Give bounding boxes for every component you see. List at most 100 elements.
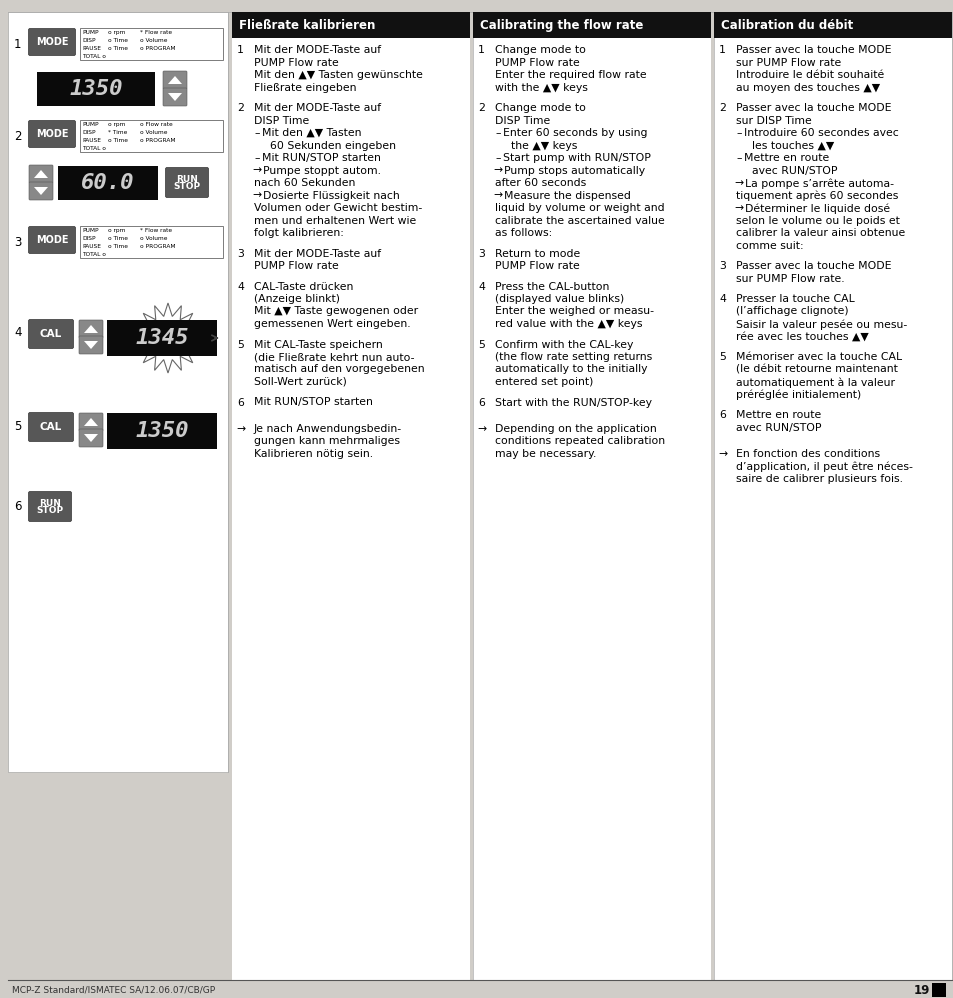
Text: Dosierte Flüssigkeit nach: Dosierte Flüssigkeit nach <box>263 191 399 201</box>
Text: PUMP Flow rate: PUMP Flow rate <box>253 58 338 68</box>
Text: Mit den ▲▼ Tasten gewünschte: Mit den ▲▼ Tasten gewünschte <box>253 70 422 80</box>
Text: RUN: RUN <box>176 175 197 184</box>
Text: o Time: o Time <box>108 244 128 249</box>
Text: Passer avec la touche MODE: Passer avec la touche MODE <box>735 45 890 55</box>
Text: sur PUMP Flow rate: sur PUMP Flow rate <box>735 58 841 68</box>
Text: Change mode to: Change mode to <box>495 103 585 113</box>
Polygon shape <box>84 434 98 442</box>
Text: (Anzeige blinkt): (Anzeige blinkt) <box>253 294 339 304</box>
Text: →: → <box>493 191 501 201</box>
Bar <box>232 12 470 38</box>
Text: automatically to the initially: automatically to the initially <box>495 364 647 374</box>
Text: the ▲▼ keys: the ▲▼ keys <box>511 141 577 151</box>
Text: Introduire le débit souhaité: Introduire le débit souhaité <box>735 70 883 80</box>
Bar <box>713 12 951 980</box>
Text: * Time: * Time <box>108 130 128 135</box>
Text: o Time: o Time <box>108 138 128 143</box>
Text: →: → <box>493 166 501 176</box>
Text: –: – <box>495 128 500 138</box>
Text: Pump stops automatically: Pump stops automatically <box>503 166 644 176</box>
Bar <box>8 12 228 772</box>
Text: (displayed value blinks): (displayed value blinks) <box>495 294 623 304</box>
Text: PUMP Flow rate: PUMP Flow rate <box>495 261 579 271</box>
Text: after 60 seconds: after 60 seconds <box>495 178 586 188</box>
Text: Start with the RUN/STOP-key: Start with the RUN/STOP-key <box>495 397 651 407</box>
Text: TOTAL o: TOTAL o <box>82 54 106 59</box>
Text: MODE: MODE <box>35 129 69 139</box>
Text: Start pump with RUN/STOP: Start pump with RUN/STOP <box>502 153 650 163</box>
Text: →: → <box>733 203 742 213</box>
Text: o rpm: o rpm <box>108 122 125 127</box>
Text: Mit der MODE-Taste auf: Mit der MODE-Taste auf <box>253 103 381 113</box>
Text: 2: 2 <box>719 103 725 113</box>
Polygon shape <box>84 418 98 426</box>
Text: DISP: DISP <box>82 130 95 135</box>
Text: MCP-Z Standard/ISMATEC SA/12.06.07/CB/GP: MCP-Z Standard/ISMATEC SA/12.06.07/CB/GP <box>12 985 214 994</box>
Text: DISP Time: DISP Time <box>495 116 550 126</box>
Text: avec RUN/STOP: avec RUN/STOP <box>751 166 837 176</box>
Text: sur DISP Time: sur DISP Time <box>735 116 811 126</box>
Bar <box>37 72 154 106</box>
Text: 3: 3 <box>236 249 244 258</box>
Text: TOTAL o: TOTAL o <box>82 251 106 256</box>
FancyBboxPatch shape <box>29 121 75 148</box>
Text: 5: 5 <box>236 339 244 349</box>
Text: Pumpe stoppt autom.: Pumpe stoppt autom. <box>263 166 380 176</box>
Text: 6: 6 <box>236 397 244 407</box>
Bar <box>107 320 216 356</box>
Polygon shape <box>168 93 182 101</box>
Text: calibrer la valeur ainsi obtenue: calibrer la valeur ainsi obtenue <box>735 228 904 238</box>
Text: préréglée initialement): préréglée initialement) <box>735 389 861 400</box>
Text: Fließrate kalibrieren: Fließrate kalibrieren <box>239 19 375 32</box>
Text: 2: 2 <box>477 103 484 113</box>
Text: 19: 19 <box>913 983 929 996</box>
Text: 1: 1 <box>477 45 484 55</box>
Text: Kalibrieren nötig sein.: Kalibrieren nötig sein. <box>253 449 373 459</box>
Text: –: – <box>253 128 259 138</box>
Text: Mit ▲▼ Taste gewogenen oder: Mit ▲▼ Taste gewogenen oder <box>253 306 417 316</box>
Text: conditions repeated calibration: conditions repeated calibration <box>495 436 664 446</box>
Text: with the ▲▼ keys: with the ▲▼ keys <box>495 83 587 93</box>
Text: 4: 4 <box>236 281 244 291</box>
Text: 6: 6 <box>719 410 725 420</box>
Text: * Flow rate: * Flow rate <box>140 30 172 35</box>
Text: Soll-Wert zurück): Soll-Wert zurück) <box>253 377 347 387</box>
Text: Enter the required flow rate: Enter the required flow rate <box>495 70 646 80</box>
Text: Mit der MODE-Taste auf: Mit der MODE-Taste auf <box>253 249 381 258</box>
Text: 6: 6 <box>14 500 22 513</box>
FancyBboxPatch shape <box>79 429 103 447</box>
Text: 1: 1 <box>14 38 22 51</box>
Text: saire de calibrer plusieurs fois.: saire de calibrer plusieurs fois. <box>735 474 902 484</box>
Text: entered set point): entered set point) <box>495 377 593 387</box>
Text: Mit den ▲▼ Tasten: Mit den ▲▼ Tasten <box>262 128 361 138</box>
Text: folgt kalibrieren:: folgt kalibrieren: <box>253 228 343 238</box>
Bar <box>931 983 945 997</box>
Text: calibrate the ascertained value: calibrate the ascertained value <box>495 216 664 226</box>
Text: Fließrate eingeben: Fließrate eingeben <box>253 83 356 93</box>
Text: –: – <box>495 153 500 163</box>
FancyBboxPatch shape <box>29 319 73 348</box>
Text: Calibration du débit: Calibration du débit <box>720 19 852 32</box>
Text: Mettre en route: Mettre en route <box>743 153 828 163</box>
Text: Mettre en route: Mettre en route <box>735 410 821 420</box>
Text: les touches ▲▼: les touches ▲▼ <box>751 141 833 151</box>
Text: 2: 2 <box>14 130 22 143</box>
Text: o Volume: o Volume <box>140 38 168 43</box>
Text: * Flow rate: * Flow rate <box>140 228 172 233</box>
Text: liquid by volume or weight and: liquid by volume or weight and <box>495 203 664 213</box>
Text: 1345: 1345 <box>135 328 189 348</box>
Text: Mit RUN/STOP starten: Mit RUN/STOP starten <box>262 153 380 163</box>
Text: 1: 1 <box>719 45 725 55</box>
Bar <box>58 166 158 200</box>
Text: men und erhaltenen Wert wie: men und erhaltenen Wert wie <box>253 216 416 226</box>
Text: Introduire 60 secondes avec: Introduire 60 secondes avec <box>743 128 898 138</box>
Text: tiquement après 60 secondes: tiquement après 60 secondes <box>735 191 898 201</box>
Text: Enter 60 seconds by using: Enter 60 seconds by using <box>502 128 647 138</box>
Text: 5: 5 <box>14 419 21 432</box>
Text: Saisir la valeur pesée ou mesu-: Saisir la valeur pesée ou mesu- <box>735 319 906 329</box>
Text: PAUSE: PAUSE <box>82 46 101 51</box>
Text: o Volume: o Volume <box>140 130 168 135</box>
Text: 2: 2 <box>236 103 244 113</box>
Text: CAL-Taste drücken: CAL-Taste drücken <box>253 281 353 291</box>
Bar <box>80 120 223 152</box>
